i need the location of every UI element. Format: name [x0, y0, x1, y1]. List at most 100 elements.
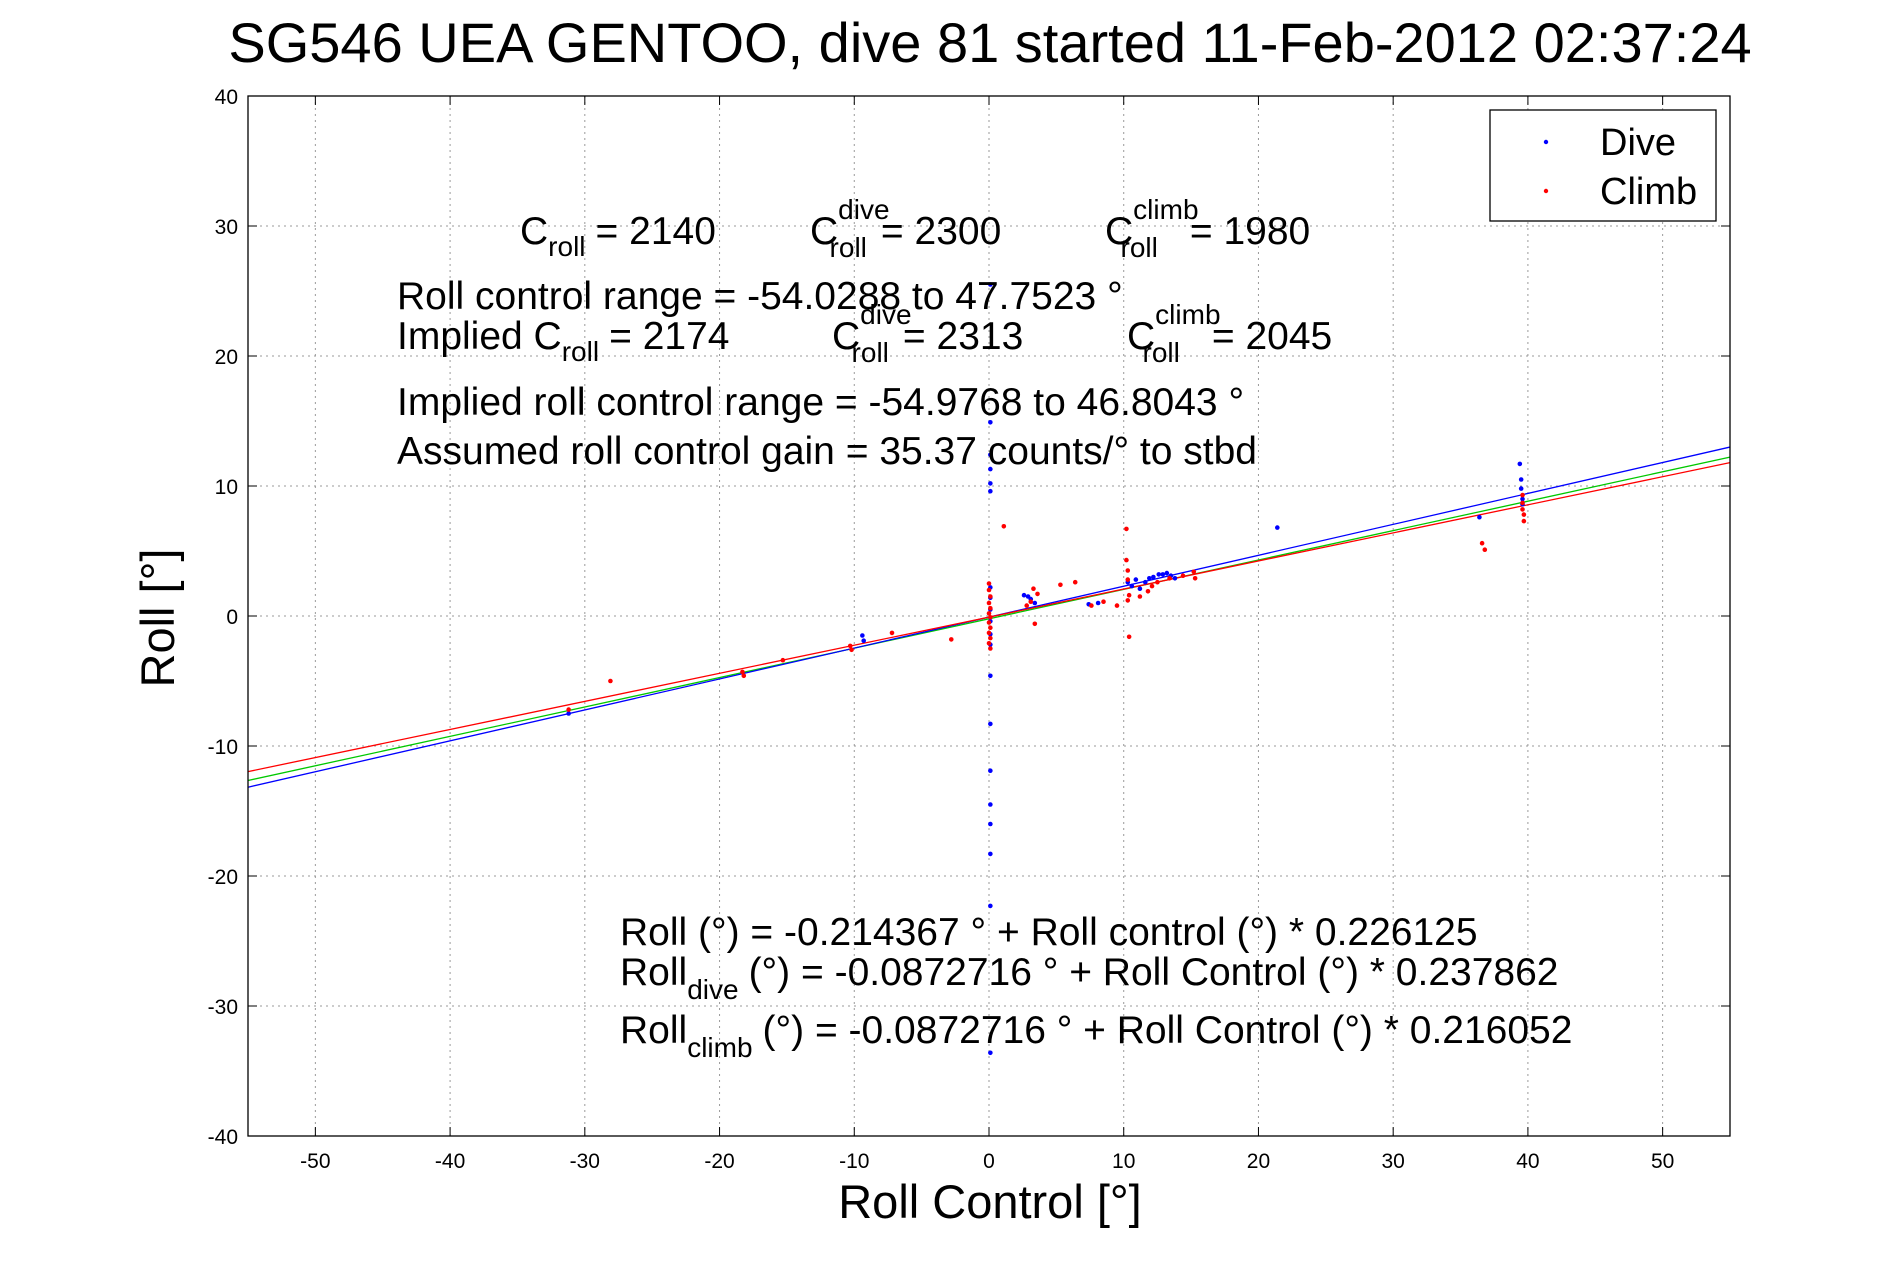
roll-subscript: roll — [1143, 337, 1180, 368]
climb-point — [986, 581, 992, 586]
climb-point — [1125, 598, 1131, 603]
y-tick-label: -40 — [208, 1126, 238, 1149]
climb-point — [1058, 582, 1063, 588]
roll-subscript: roll — [548, 231, 585, 262]
climb-point — [741, 673, 747, 679]
climb-point — [1031, 586, 1036, 591]
climb-point — [1521, 518, 1527, 524]
legend: Dive Climb — [1489, 109, 1717, 222]
x-tick-label: 20 — [1247, 1150, 1270, 1173]
dive-point — [988, 851, 993, 857]
x-tick-label: 50 — [1651, 1150, 1674, 1173]
c-symbol: C — [810, 210, 838, 253]
roll-subscript: roll — [830, 232, 867, 263]
roll-fit-equation: Roll (°) = -0.214367 ° + Roll control (°… — [620, 911, 1478, 954]
roll-dive-equation-rest: (°) = -0.0872716 ° + Roll Control (°) * … — [749, 951, 1559, 994]
x-tick-label: -20 — [704, 1150, 734, 1173]
climb-point — [1149, 583, 1155, 589]
roll-subscript: roll — [562, 336, 599, 367]
x-axis-label: Roll Control [°] — [838, 1175, 1142, 1228]
y-tick-label: 20 — [215, 346, 238, 369]
dive-point — [1520, 496, 1525, 502]
implied-c-roll-climb-value: = 2045 — [1212, 315, 1332, 358]
climb-point — [1114, 603, 1120, 608]
dive-point — [988, 282, 993, 287]
x-tick-label: -40 — [435, 1150, 465, 1173]
c-symbol: C — [1127, 315, 1155, 358]
dive-point — [1160, 572, 1166, 577]
climb-point — [1479, 540, 1485, 546]
climb-point — [1125, 568, 1131, 573]
dive-superscript: dive — [860, 299, 911, 330]
climb-point — [986, 611, 992, 616]
x-tick-label: 40 — [1516, 1150, 1539, 1173]
roll-subscript: roll — [852, 337, 889, 368]
x-tick-label: 10 — [1112, 1150, 1135, 1173]
dive-point — [1133, 577, 1139, 582]
climb-point — [847, 643, 853, 649]
dive-point — [1129, 583, 1135, 589]
climb-point — [1035, 591, 1040, 597]
dive-subscript: dive — [687, 974, 738, 1005]
climb-point — [1482, 547, 1488, 552]
roll-word: Roll — [620, 1009, 687, 1052]
annotations: Croll = 2140 Cdive roll = 2300 Cclimb roll = … — [397, 194, 1572, 1063]
c-roll-climb-value: = 1980 — [1190, 210, 1310, 253]
climb-superscript: climb — [1133, 194, 1198, 225]
implied-c-roll-value: = 2174 — [609, 315, 729, 358]
climb-point — [1001, 524, 1007, 529]
climb-point — [986, 587, 992, 593]
climb-point — [1124, 557, 1129, 563]
chart-title: SG546 UEA GENTOO, dive 81 started 11-Feb… — [228, 11, 1751, 74]
climb-subscript: climb — [687, 1032, 752, 1063]
roll-climb-fit-equation: Rollclimb (°) = -0.0872716 ° + Roll Contr… — [620, 1009, 1572, 1063]
x-tick-label: -50 — [300, 1150, 330, 1173]
dive-superscript: dive — [838, 194, 889, 225]
dive-point — [1147, 576, 1152, 581]
roll-subscript: roll — [1121, 232, 1158, 263]
climb-point — [1180, 573, 1186, 578]
dive-point — [1137, 586, 1143, 591]
dive-point — [988, 488, 993, 494]
dive-point — [988, 768, 993, 773]
dive-point — [988, 1050, 993, 1056]
climb-point — [1089, 603, 1094, 608]
climb-point — [1167, 576, 1172, 581]
dive-point — [988, 420, 993, 425]
climb-point — [1126, 634, 1132, 640]
climb-point — [948, 637, 954, 642]
y-tick-label: 30 — [215, 216, 238, 239]
axis-ticks: -50 -40 -30 -20 -10 0 10 20 30 40 50 -40 -30 -20 -10 0 1… — [208, 86, 1730, 1173]
c-roll-dive-annotation: Cdive roll = 2300 — [810, 194, 1001, 263]
dive-point — [988, 903, 993, 909]
dive-point — [988, 821, 993, 827]
climb-point — [988, 594, 993, 599]
climb-point — [986, 641, 992, 646]
dive-point — [988, 481, 993, 486]
climb-point — [1191, 569, 1197, 575]
climb-point — [988, 646, 993, 651]
dive-point — [566, 711, 571, 716]
climb-point — [1520, 500, 1525, 506]
dive-point — [1021, 592, 1027, 598]
dive-point — [1164, 570, 1170, 576]
climb-point — [1125, 577, 1131, 582]
legend-label-climb: Climb — [1600, 171, 1697, 213]
y-tick-label: 10 — [215, 476, 238, 499]
x-tick-label: -30 — [570, 1150, 600, 1173]
x-tick-label: -10 — [839, 1150, 869, 1173]
implied-c-roll-dive-annotation: Cdive roll = 2313 — [832, 299, 1023, 368]
c-symbol: C — [1105, 210, 1133, 253]
dive-point — [1095, 600, 1101, 606]
climb-point — [1155, 579, 1160, 585]
c-roll-climb-annotation: Cclimb roll = 1980 — [1105, 194, 1310, 263]
roll-word: Roll — [620, 951, 687, 994]
dive-point — [1517, 461, 1523, 467]
legend-label-dive: Dive — [1600, 122, 1676, 164]
climb-point — [780, 657, 786, 663]
climb-point — [988, 615, 993, 620]
dive-point — [988, 721, 993, 727]
climb-point — [608, 678, 613, 684]
implied-label: Implied C — [397, 315, 562, 358]
